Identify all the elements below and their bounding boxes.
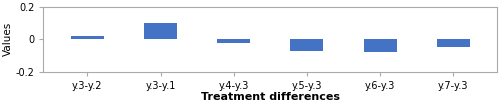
Bar xyxy=(71,36,104,39)
Bar xyxy=(144,23,177,39)
Y-axis label: Values: Values xyxy=(3,22,13,56)
Bar xyxy=(218,39,250,43)
Bar xyxy=(364,39,396,52)
X-axis label: Treatment differences: Treatment differences xyxy=(201,92,340,102)
Bar xyxy=(437,39,470,47)
Bar xyxy=(290,39,324,51)
